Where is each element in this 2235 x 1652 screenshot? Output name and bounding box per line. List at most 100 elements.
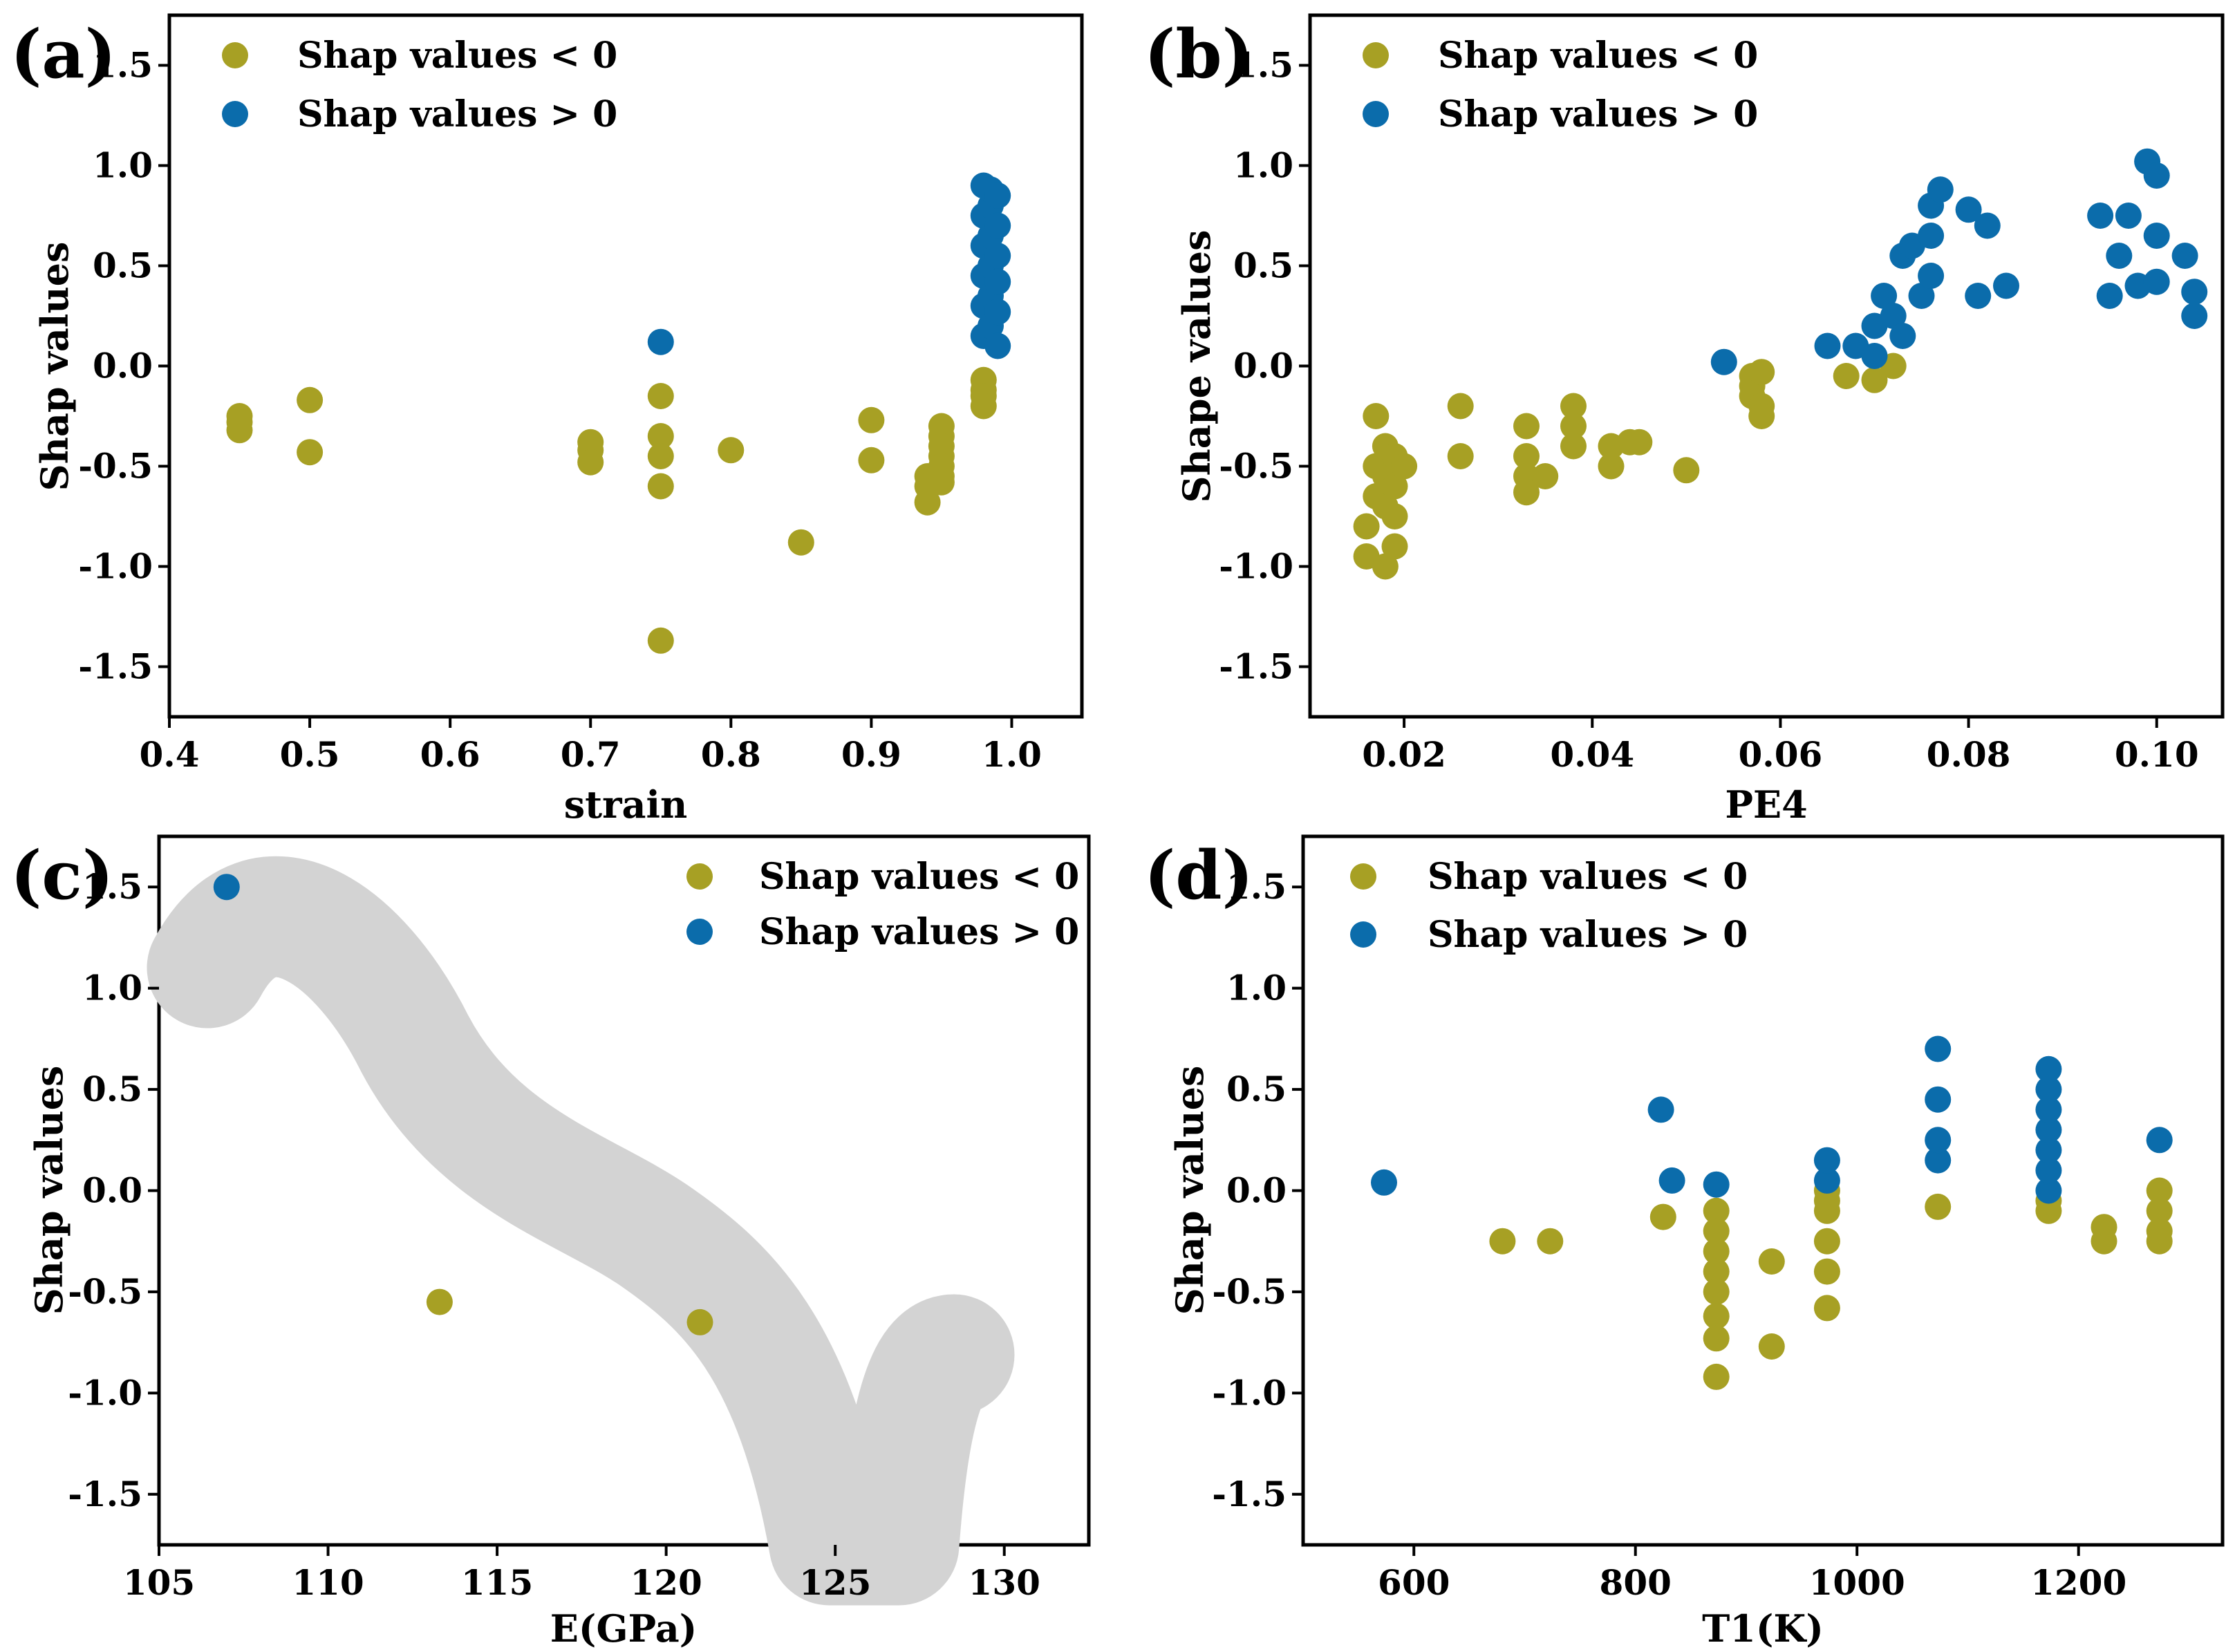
negative-shap-point: [1447, 443, 1474, 469]
positive-shap-point: [1955, 196, 1982, 223]
y-tick-label: 0.5: [1226, 1069, 1287, 1109]
y-axis-title: Shap values: [32, 242, 77, 491]
positive-shap-point: [1813, 1147, 1840, 1174]
y-tick-label: -1.5: [78, 646, 153, 687]
negative-shap-point: [914, 489, 941, 516]
x-axis-title: PE4: [1725, 782, 1807, 827]
y-tick-label: -1.0: [78, 546, 153, 587]
legend: Shap values < 0 Shap values > 0: [1350, 856, 1748, 956]
panel-c: (c) E(GPa) Shap values 105 110 115 120 125 13…: [10, 834, 1091, 1651]
x-tick-label: 1200: [2030, 1562, 2126, 1603]
y-tick-label: -1.0: [1212, 1372, 1287, 1413]
x-tick-label: 0.6: [420, 734, 480, 775]
negative-shap-point: [1381, 503, 1408, 529]
positive-shap-point: [2106, 243, 2133, 269]
y-axis-title: Shap values: [27, 1066, 71, 1315]
negative-shap-point: [1813, 1197, 1840, 1224]
legend: Shap values < 0 Shap values > 0: [222, 35, 617, 135]
negative-shap-point: [426, 1288, 453, 1315]
positive-shap-point: [1918, 263, 1945, 289]
y-tick-label: 0.0: [82, 1170, 142, 1211]
legend-marker-positive: [1363, 101, 1389, 127]
negative-shap-point: [1489, 1228, 1516, 1255]
panel-label: (a): [10, 15, 116, 93]
positive-shap-point: [1813, 1167, 1840, 1194]
positive-shap-point: [2035, 1096, 2062, 1123]
negative-shap-point: [297, 439, 324, 466]
x-tick-label: 0.02: [1362, 734, 1446, 775]
x-tick-label: 1000: [1809, 1562, 1905, 1603]
legend-label-positive: Shap values > 0: [297, 93, 617, 135]
negative-shap-point: [1703, 1238, 1730, 1265]
positive-shap-point: [1974, 212, 2001, 239]
legend-marker-negative: [686, 863, 713, 890]
negative-shap-point: [1513, 479, 1540, 506]
negative-shap-point: [1703, 1218, 1730, 1245]
negative-shap-point: [1703, 1197, 1730, 1224]
negative-shap-point: [1598, 453, 1625, 480]
negative-shap-point: [1381, 473, 1408, 500]
y-tick-label: 1.0: [82, 968, 142, 1008]
negative-shap-point: [1925, 1193, 1952, 1220]
negative-shap-point: [1447, 393, 1474, 420]
positive-shap-point: [984, 212, 1011, 239]
negative-shap-point: [1758, 1248, 1785, 1275]
negative-shap-point: [686, 1308, 713, 1335]
y-tick-label: 1.5: [82, 866, 142, 907]
negative-shap-point: [1391, 453, 1418, 480]
y-tick-label: -0.5: [1219, 446, 1293, 487]
negative-shap-point: [2146, 1177, 2173, 1204]
negative-shap-point: [1649, 1203, 1676, 1230]
positive-shap-point: [1927, 176, 1954, 203]
x-tick-label: 0.5: [280, 734, 340, 775]
panel-label: (c): [10, 836, 113, 914]
x-axis-title: E(GPa): [550, 1606, 698, 1651]
negative-shap-point: [858, 447, 885, 473]
x-tick-label: 0.10: [2115, 734, 2199, 775]
x-tick-label: 600: [1378, 1562, 1450, 1603]
positive-shap-point: [1658, 1167, 1685, 1194]
x-tick-label: 1.0: [982, 734, 1042, 775]
positive-shap-point: [2096, 283, 2123, 309]
positive-shap-point: [1908, 283, 1935, 309]
legend-label-negative: Shap values < 0: [1438, 35, 1758, 77]
y-tick-label: 0.5: [93, 245, 153, 286]
negative-shap-point: [1833, 363, 1860, 389]
negative-shap-point: [2035, 1197, 2062, 1224]
positive-shap-point: [2143, 268, 2170, 295]
y-tick-label: -1.5: [68, 1474, 142, 1514]
positive-shap-point: [984, 182, 1011, 209]
panel-label: (d): [1144, 836, 1253, 914]
negative-shap-point: [1673, 457, 1700, 484]
y-tick-label: 1.0: [93, 145, 153, 186]
negative-shap-point: [1626, 429, 1653, 456]
x-tick-label: 125: [799, 1562, 871, 1603]
negative-shap-point: [1381, 533, 1408, 560]
x-tick-label: 0.04: [1550, 734, 1634, 775]
positive-shap-point: [984, 299, 1011, 326]
positive-shap-point: [1889, 323, 1916, 349]
legend-marker-positive: [686, 919, 713, 945]
positive-shap-point: [1647, 1096, 1674, 1123]
positive-shap-point: [1965, 283, 1992, 309]
y-tick-label: -0.5: [1212, 1271, 1287, 1312]
negative-shap-point: [1703, 1363, 1730, 1390]
negative-shap-point: [1372, 553, 1399, 580]
positive-shap-point: [984, 268, 1011, 295]
positive-shap-point: [1703, 1171, 1730, 1198]
positive-shap-point: [1880, 303, 1907, 329]
negative-shap-point: [1748, 403, 1775, 429]
negative-shap-point: [1758, 1333, 1785, 1360]
legend-marker-negative: [1363, 42, 1389, 68]
positive-shap-point: [2035, 1136, 2062, 1163]
x-tick-label: 0.4: [140, 734, 200, 775]
panel-label: (b): [1144, 15, 1253, 93]
x-tick-label: 0.8: [701, 734, 761, 775]
positive-shap-point: [2035, 1076, 2062, 1103]
positive-shap-point: [2115, 203, 2142, 229]
positive-shap-point: [1925, 1086, 1952, 1113]
positive-shap-point: [1918, 223, 1945, 249]
positive-shap-point: [1814, 332, 1841, 359]
y-tick-label: -0.5: [68, 1271, 142, 1312]
y-tick-label: -0.5: [78, 446, 153, 487]
